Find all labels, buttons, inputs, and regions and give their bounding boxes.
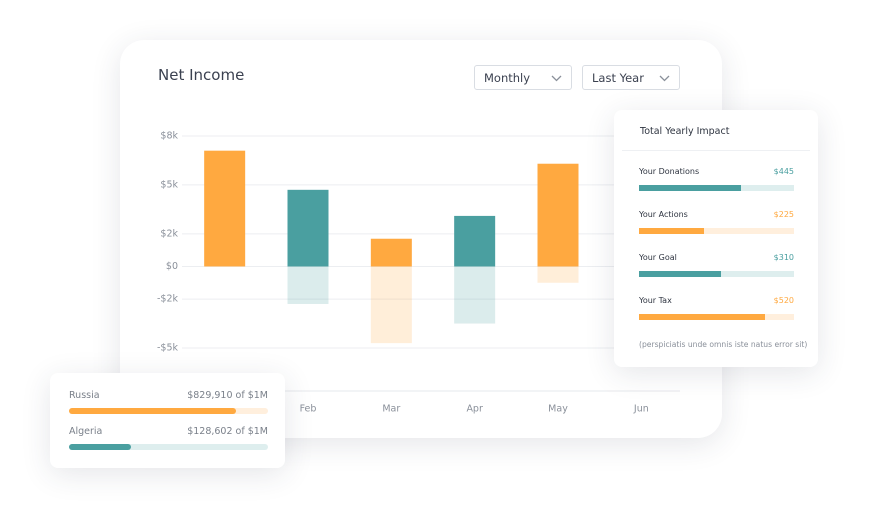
- item-value: $445: [773, 167, 794, 176]
- x-tick-label: Jun: [633, 404, 649, 415]
- item-value: $310: [773, 253, 794, 262]
- period-dropdown[interactable]: Monthly: [474, 65, 572, 90]
- progress-fill: [639, 271, 722, 277]
- panel-note: (perspiciatis unde omnis iste natus erro…: [639, 340, 808, 349]
- chevron: [659, 75, 670, 82]
- bar: [537, 163, 579, 267]
- item-value: $225: [773, 210, 794, 219]
- dropdown-label: Last Year: [592, 71, 644, 85]
- x-tick-label: Mar: [382, 404, 400, 415]
- y-tick-label: -$2k: [157, 294, 179, 305]
- country-row: Algeria $128,602 of $1M: [69, 426, 268, 454]
- progress-track: [639, 271, 794, 277]
- y-tick-label: $0: [166, 261, 178, 272]
- impact-item: Your Tax $520: [639, 296, 794, 326]
- progress-track: [639, 228, 794, 234]
- bar: [204, 150, 246, 267]
- progress-fill: [69, 408, 237, 414]
- bar: [370, 266, 412, 344]
- card-title: Net Income: [158, 66, 245, 84]
- separator: [622, 150, 810, 151]
- country-name: Algeria: [69, 426, 103, 437]
- y-tick-label: $5k: [160, 179, 178, 190]
- item-label: Your Actions: [639, 210, 688, 219]
- x-tick-label: May: [548, 404, 568, 415]
- x-tick-label: Feb: [300, 404, 317, 415]
- progress-track: [639, 314, 794, 320]
- bar: [287, 266, 329, 304]
- country-amount: $128,602 of $1M: [187, 426, 268, 437]
- item-label: Your Tax: [639, 296, 672, 305]
- country-name: Russia: [69, 390, 100, 401]
- progress-fill: [69, 444, 131, 450]
- impact-item: Your Goal $310: [639, 253, 794, 283]
- chevron: [551, 75, 562, 82]
- panel-title: Total Yearly Impact: [640, 126, 730, 137]
- item-label: Your Donations: [639, 167, 700, 176]
- bar: [454, 266, 496, 324]
- country-row: Russia $829,910 of $1M: [69, 390, 268, 418]
- impact-item: Your Donations $445: [639, 167, 794, 197]
- progress-fill: [639, 185, 742, 191]
- progress-fill: [639, 314, 765, 320]
- dropdown-label: Monthly: [484, 71, 531, 85]
- y-tick-label: $2k: [160, 228, 178, 239]
- progress-fill: [639, 228, 705, 234]
- x-tick-label: Apr: [466, 404, 483, 415]
- bar: [287, 189, 329, 267]
- bar: [370, 238, 412, 267]
- item-label: Your Goal: [639, 253, 677, 262]
- bar: [454, 215, 496, 267]
- y-tick-label: $8k: [160, 131, 178, 142]
- impact-panel: Total Yearly Impact (perspiciatis unde o…: [614, 110, 818, 367]
- countries-card: Russia $829,910 of $1M Algeria $128,602 of …: [50, 373, 285, 468]
- y-tick-label: -$5k: [157, 343, 179, 354]
- item-value: $520: [773, 296, 794, 305]
- range-dropdown[interactable]: Last Year: [582, 65, 680, 90]
- progress-track: [69, 444, 268, 450]
- impact-item: Your Actions $225: [639, 210, 794, 240]
- country-amount: $829,910 of $1M: [187, 390, 268, 401]
- bar: [537, 266, 579, 283]
- progress-track: [69, 408, 268, 414]
- progress-track: [639, 185, 794, 191]
